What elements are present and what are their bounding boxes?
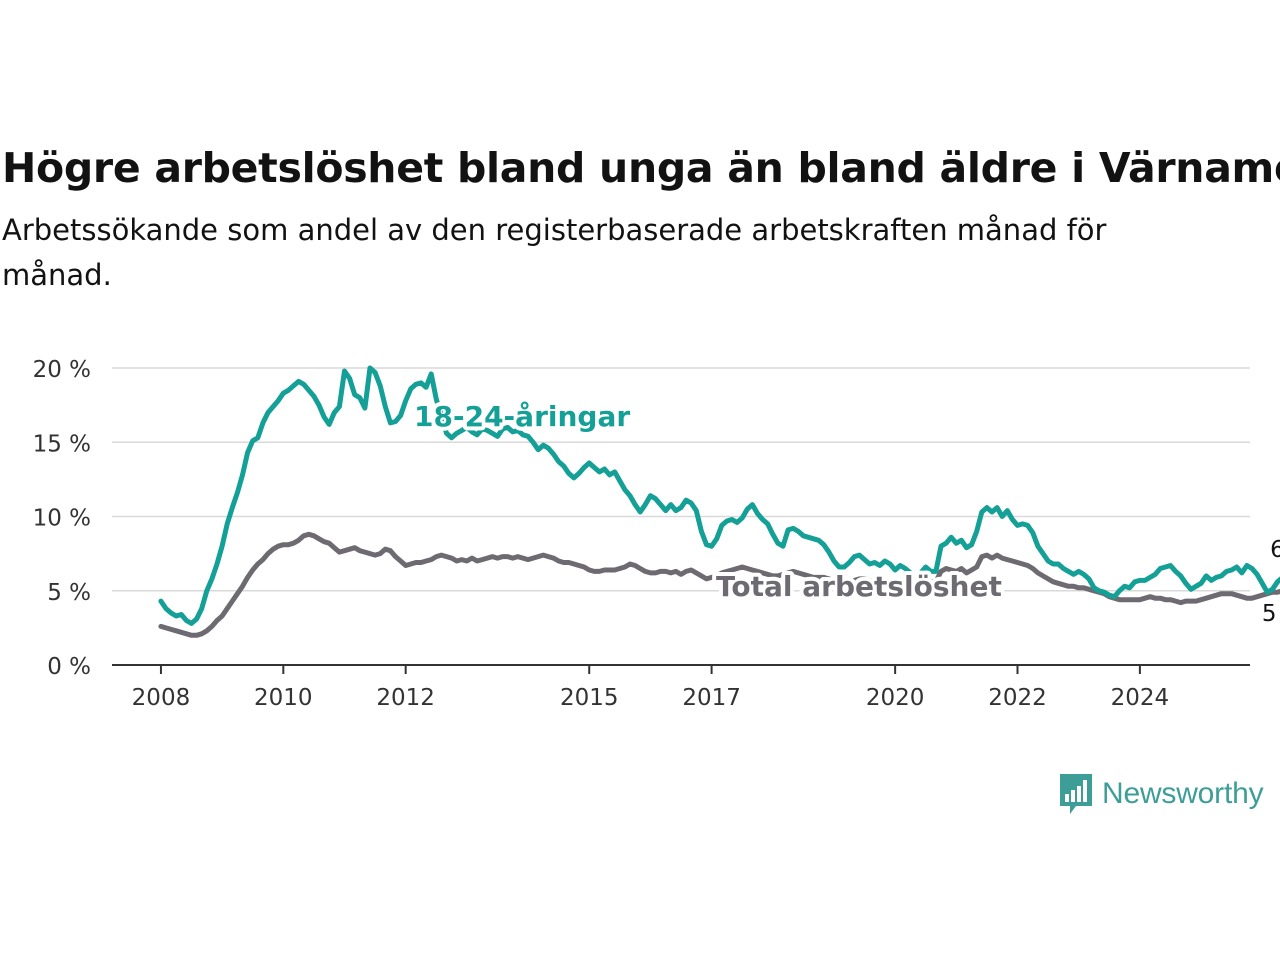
y-tick-label: 5 % <box>47 580 91 606</box>
series-name-label: 18-24-åringar <box>414 400 630 433</box>
series-end-label: 5 % <box>1262 601 1280 627</box>
y-axis: 0 % 5 % 10 % 15 % 20 % <box>33 357 91 680</box>
series-labels: 18-24-åringar Total arbetslöshet 6,2 % 5 % <box>410 396 1280 627</box>
grid-lines <box>112 367 1250 592</box>
series-end-label: 6,2 % <box>1270 537 1280 563</box>
x-tick-label: 2008 <box>132 685 191 711</box>
y-tick-label: 15 % <box>33 431 91 457</box>
line-chart: 0 %5 %10 %15 %20 % 2008 2010 2012 2015 2017 2… <box>33 357 1280 711</box>
y-tick-label: 0 % <box>47 654 91 680</box>
y-tick-label: 10 % <box>33 506 91 532</box>
x-tick-label: 2020 <box>866 685 925 711</box>
series-line <box>158 365 1280 626</box>
x-axis: 2008 2010 2012 2015 2017 2020 2022 2024 <box>112 664 1250 711</box>
x-tick-label: 2022 <box>988 685 1047 711</box>
x-tick-label: 2015 <box>560 685 619 711</box>
x-tick-label: 2012 <box>376 685 435 711</box>
brand-name: Newsworthy <box>1102 777 1264 810</box>
x-tick-label: 2017 <box>682 685 741 711</box>
series-name-label: Total arbetslöshet <box>716 570 1002 603</box>
bar-chart-logo-icon <box>1060 774 1092 814</box>
chart-subtitle: Arbetssökande som andel av den registerb… <box>2 213 1107 292</box>
x-tick-label: 2010 <box>254 685 313 711</box>
y-tick-label: 20 % <box>33 357 91 383</box>
x-tick-label: 2024 <box>1111 685 1170 711</box>
chart-title: Högre arbetslöshet bland unga än bland ä… <box>2 144 1280 192</box>
newsworthy-logo: Newsworthy <box>1058 772 1264 816</box>
